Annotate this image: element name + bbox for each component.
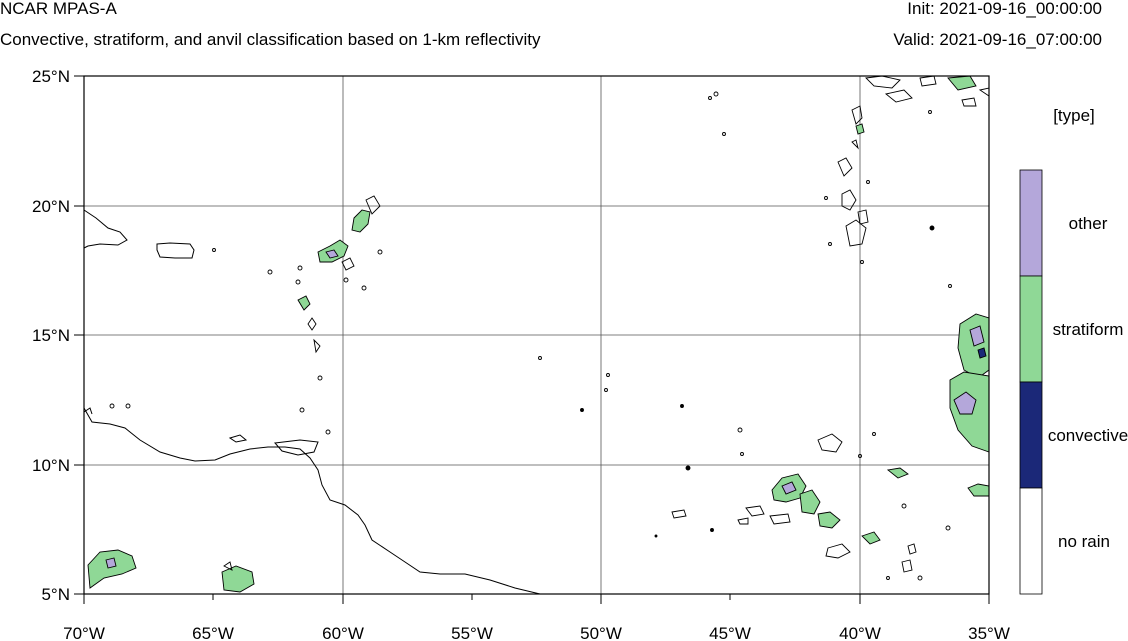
- legend-swatch-no-rain: [1019, 487, 1043, 595]
- graticule: [84, 76, 989, 594]
- lon-label: 45°W: [709, 624, 751, 641]
- lat-label: 25°N: [32, 67, 70, 86]
- lat-label: 15°N: [32, 326, 70, 345]
- legend-swatch-stratiform: [1019, 275, 1043, 383]
- lat-label: 10°N: [32, 456, 70, 475]
- lon-labels: 70°W 65°W 60°W 55°W 50°W 45°W 40°W 35°W: [63, 624, 1010, 641]
- lon-label: 55°W: [451, 624, 493, 641]
- lon-label: 70°W: [63, 624, 105, 641]
- legend-label-no-rain: no rain: [1058, 532, 1110, 551]
- valid-time: Valid: 2021-09-16_07:00:00: [893, 30, 1102, 49]
- map-title: NCAR MPAS-A: [0, 0, 117, 18]
- lat-label: 5°N: [41, 585, 70, 604]
- lat-label: 20°N: [32, 197, 70, 216]
- legend-title: [type]: [1053, 106, 1095, 125]
- precip-cells: [87, 75, 990, 593]
- legend-label-other: other: [1069, 214, 1108, 233]
- legend-label-stratiform: stratiform: [1053, 320, 1124, 339]
- legend-label-convective: convective: [1048, 426, 1128, 445]
- map-subtitle: Convective, stratiform, and anvil classi…: [0, 30, 541, 49]
- lon-label: 50°W: [580, 624, 622, 641]
- lon-label: 35°W: [968, 624, 1010, 641]
- init-time: Init: 2021-09-16_00:00:00: [907, 0, 1102, 18]
- lon-label: 40°W: [839, 624, 881, 641]
- legend: [type] other stratiform convective no ra…: [1019, 106, 1128, 595]
- lon-label: 60°W: [322, 624, 364, 641]
- lat-labels: 5°N 10°N 15°N 20°N 25°N: [32, 67, 70, 604]
- coastlines: [83, 209, 541, 595]
- legend-swatch-other: [1019, 169, 1043, 277]
- lon-label: 65°W: [192, 624, 234, 641]
- tick-marks: [74, 75, 990, 604]
- legend-swatch-convective: [1019, 381, 1043, 489]
